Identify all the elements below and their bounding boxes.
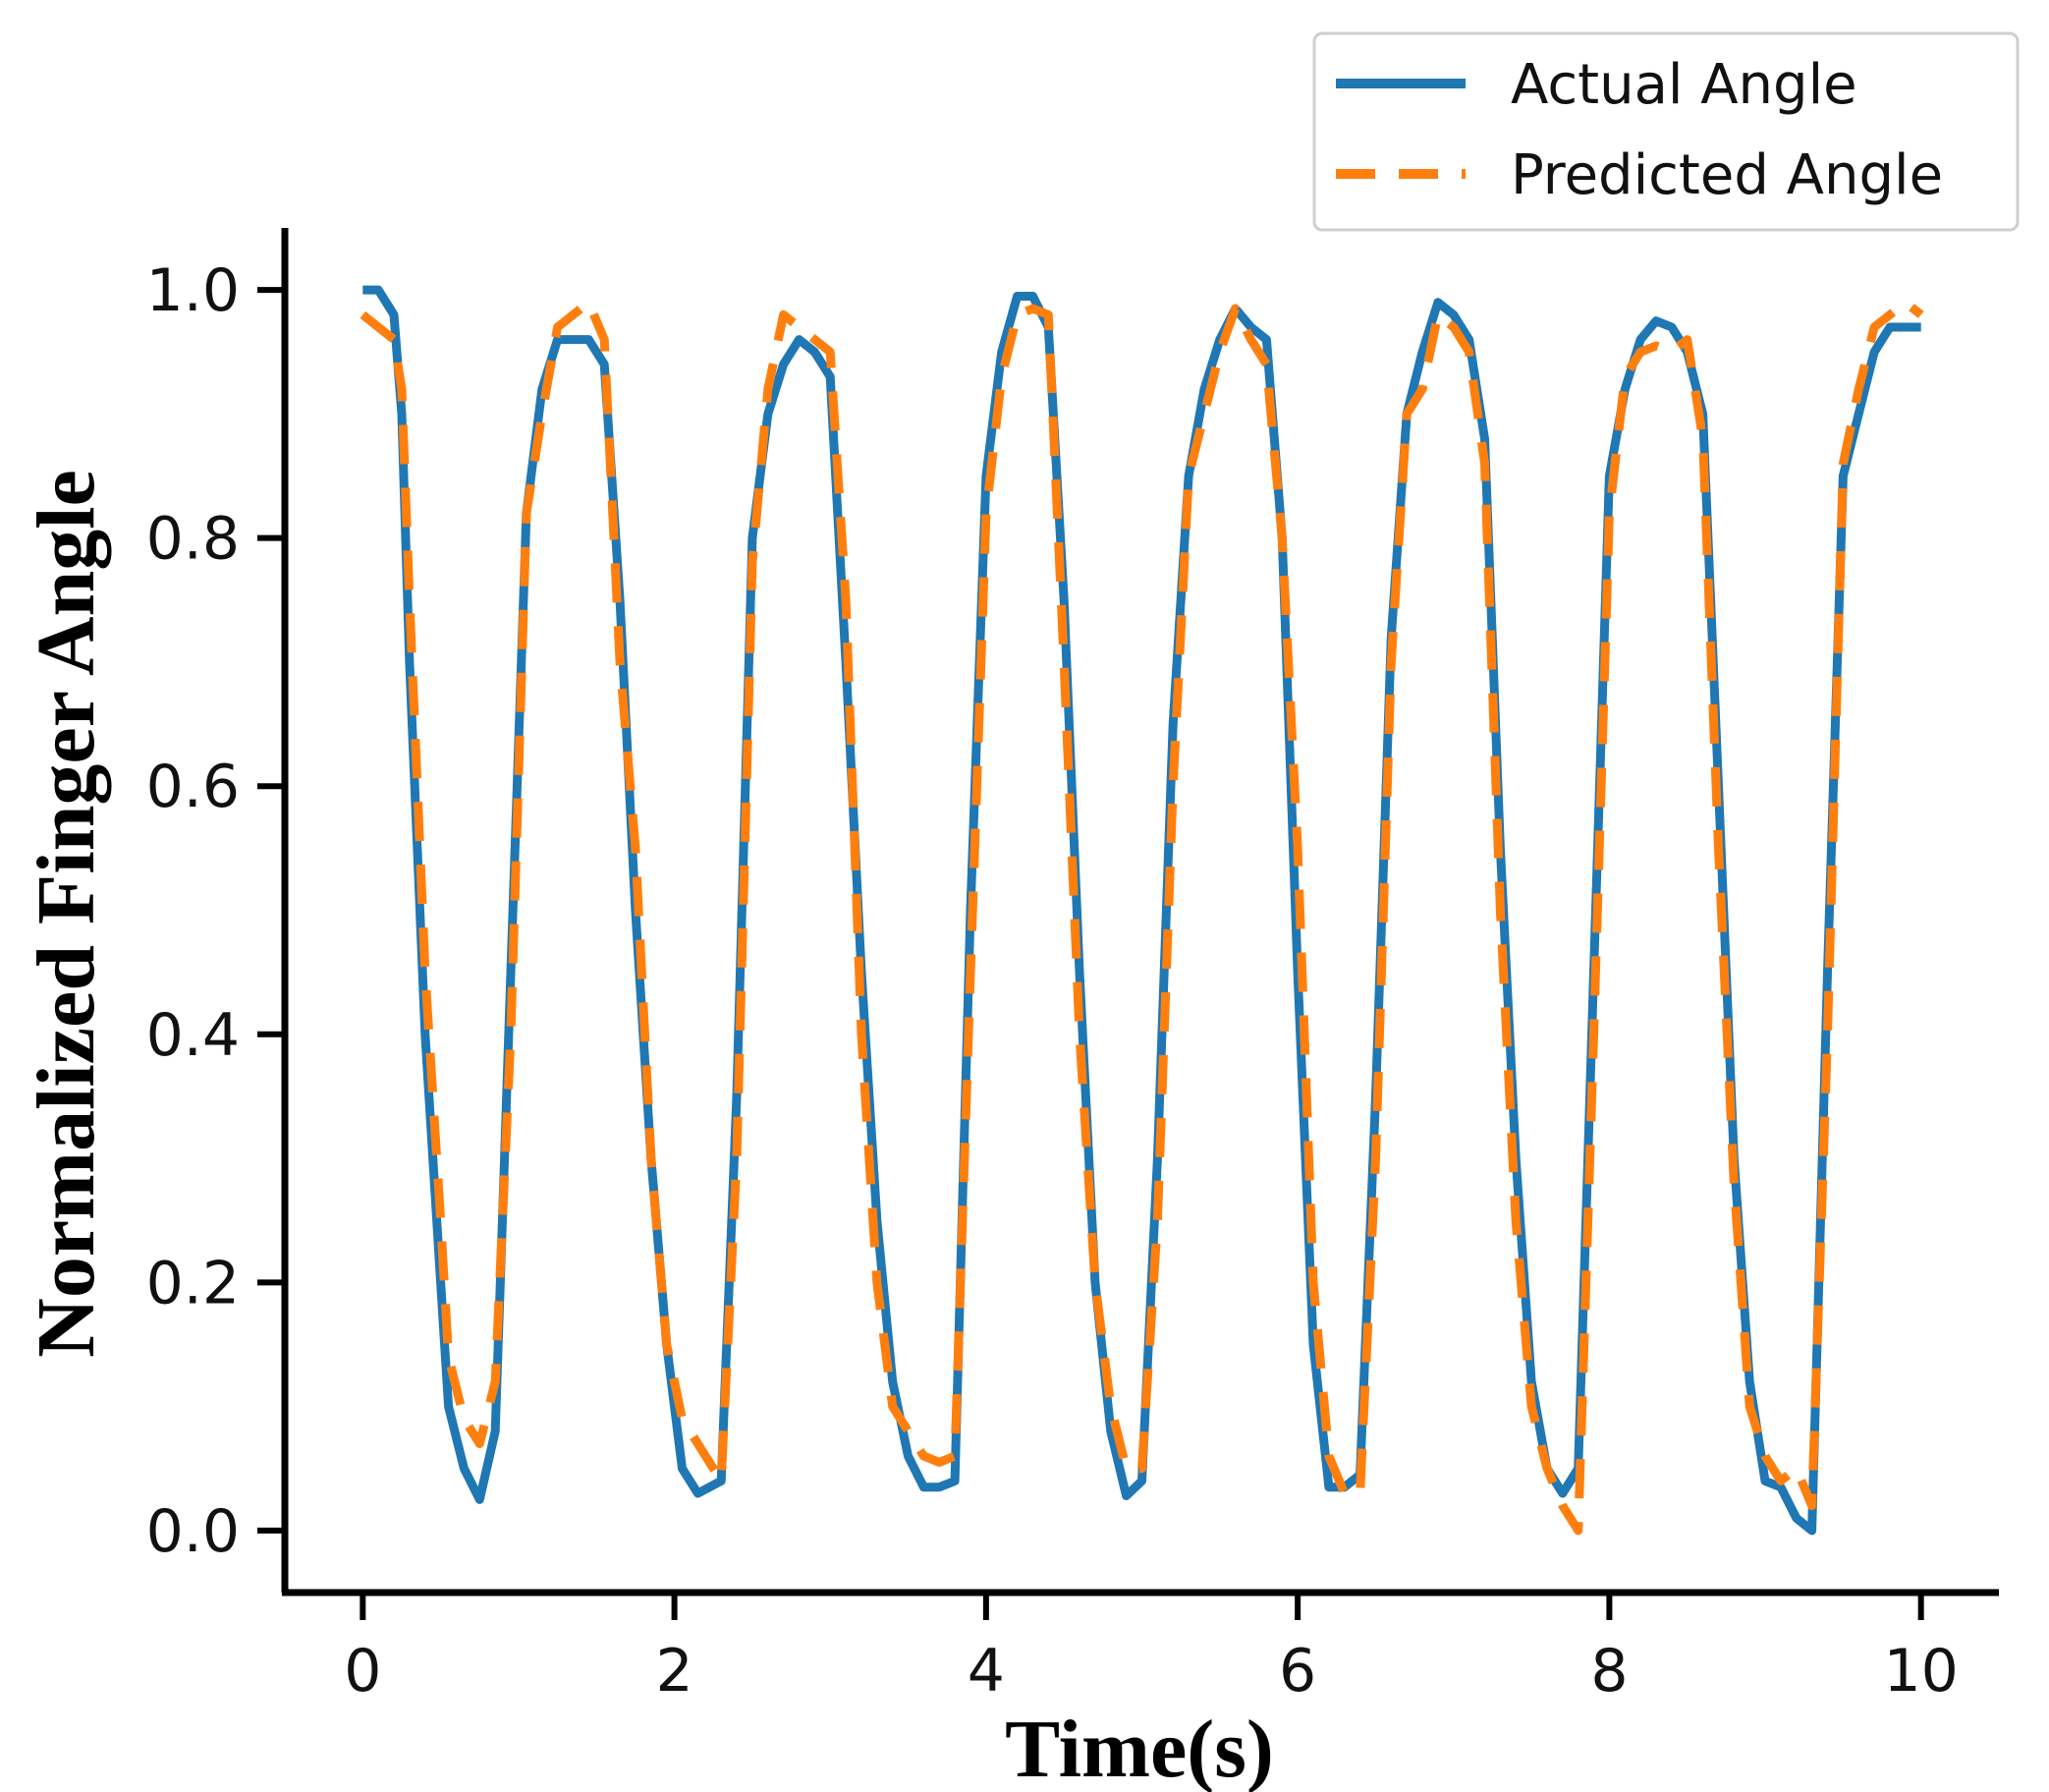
legend: Actual Angle Predicted Angle: [1312, 31, 2020, 232]
x-ticks: 0 2 4 6 8 10: [344, 1593, 1959, 1706]
y-tick-label: 0.8: [146, 505, 240, 574]
series-line-actual: [362, 285, 1921, 1536]
x-tick-label: 6: [1279, 1637, 1316, 1706]
y-axis-title: Normalized Finger Angle: [21, 470, 112, 1358]
x-axis-title: Time(s): [1005, 1704, 1274, 1792]
x-tick-label: 2: [655, 1637, 692, 1706]
y-ticks: 0.0 0.2 0.4 0.6 0.8 1.0: [146, 256, 285, 1566]
legend-label-predicted: Predicted Angle: [1511, 143, 1943, 207]
y-tick-label: 0.6: [146, 753, 240, 821]
x-tick-label: 4: [968, 1637, 1005, 1706]
legend-label-actual: Actual Angle: [1511, 53, 1857, 117]
y-tick-label: 0.2: [146, 1249, 240, 1317]
series-line-predicted: [360, 298, 1924, 1536]
legend-box: [1312, 31, 2020, 232]
y-tick-label: 0.4: [146, 1001, 240, 1070]
series-layer: [360, 285, 1924, 1536]
x-tick-label: 0: [344, 1637, 381, 1706]
y-tick-label: 1.0: [146, 256, 240, 325]
y-tick-label: 0.0: [146, 1497, 240, 1566]
x-tick-label: 10: [1884, 1637, 1959, 1706]
x-tick-label: 8: [1590, 1637, 1628, 1706]
